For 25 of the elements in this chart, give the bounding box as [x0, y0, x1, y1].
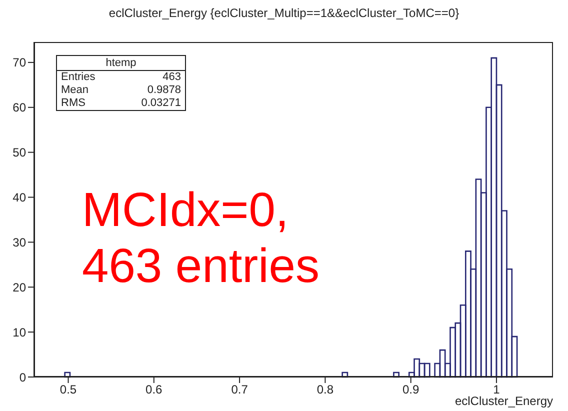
y-tick-label: 40: [12, 190, 26, 205]
annotation: 0.03271: [141, 97, 181, 110]
annotation: 0.9878: [147, 84, 181, 97]
annotation: RMS: [61, 97, 86, 110]
y-tick-label: 30: [12, 235, 26, 250]
y-tick-label: 10: [12, 325, 26, 340]
x-tick-label: 0.7: [231, 382, 248, 397]
x-tick-label: 0.6: [146, 382, 163, 397]
annotation: MCIdx=0,: [82, 183, 290, 239]
annotation: 463 entries: [82, 239, 320, 295]
y-tick-label: 50: [12, 146, 26, 160]
annotation: Mean: [61, 84, 89, 97]
chart-title: eclCluster_Energy {eclCluster_Multip==1&&eclCluster_ToMC==0}: [108, 6, 460, 20]
y-tick-label: 70: [12, 56, 26, 70]
x-tick-label: 1: [493, 382, 500, 397]
x-tick-label: 0.9: [402, 382, 420, 397]
y-tick-label: 20: [12, 280, 26, 294]
y-tick-label: 60: [12, 100, 26, 115]
annotation: htemp: [57, 56, 185, 71]
x-axis-title: eclCluster_Energy: [454, 394, 553, 408]
x-tick-label: 0.5: [60, 382, 77, 397]
annotation: Entries: [61, 71, 96, 84]
annotation: 463: [162, 71, 181, 84]
y-tick-label: 0: [19, 370, 26, 384]
x-tick-label: 0.8: [316, 382, 334, 397]
